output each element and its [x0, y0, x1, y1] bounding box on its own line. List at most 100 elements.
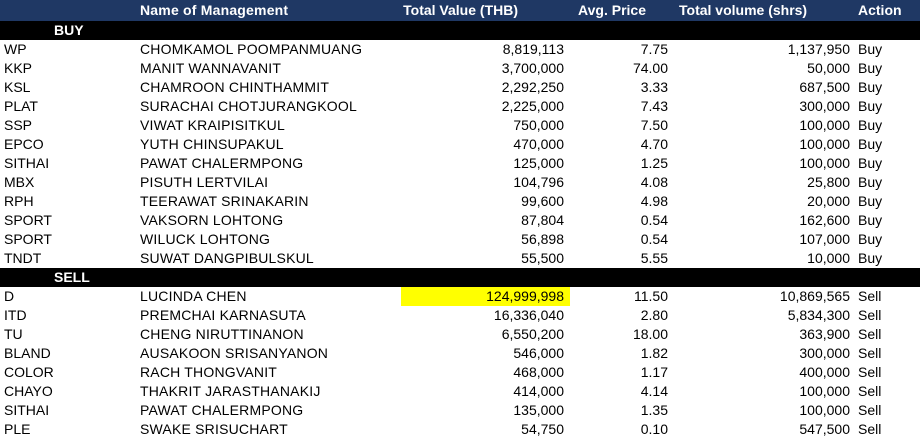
- header-total-value: Total Value (THB): [403, 2, 518, 18]
- cell-avg-price: 2.80: [640, 307, 668, 323]
- cell-total-value: 16,336,040: [493, 307, 564, 323]
- table-row: SPORT WILUCK LOHTONG 56,898 0.54 107,000 Buy: [0, 230, 920, 249]
- table-row: CHAYO THAKRIT JARASTHANAKIJ 414,000 4.14 100…: [0, 382, 920, 401]
- cell-action: Buy: [858, 212, 883, 228]
- cell-action: Buy: [858, 231, 883, 247]
- cell-action: Buy: [858, 79, 883, 95]
- cell-avg-price: 1.25: [640, 155, 668, 171]
- cell-total-value: 750,000: [513, 117, 564, 133]
- cell-total-value: 55,500: [521, 250, 564, 266]
- cell-total-volume: 100,000: [799, 117, 850, 133]
- table-row: EPCO YUTH CHINSUPAKUL 470,000 4.70 100,000 Bu…: [0, 135, 920, 154]
- cell-symbol: SSP: [4, 117, 33, 133]
- cell-action: Sell: [858, 288, 882, 304]
- sell-rows: D LUCINDA CHEN 124,999,998 11.50 10,869,565 S…: [0, 287, 920, 439]
- cell-total-volume: 5,834,300: [787, 307, 850, 323]
- cell-avg-price: 1.35: [640, 402, 668, 418]
- table-row: RPH TEERAWAT SRINAKARIN 99,600 4.98 20,000 Bu…: [0, 192, 920, 211]
- cell-name: YUTH CHINSUPAKUL: [140, 136, 284, 152]
- table-row: SPORT VAKSORN LOHTONG 87,804 0.54 162,600 Buy: [0, 211, 920, 230]
- cell-total-volume: 300,000: [799, 98, 850, 114]
- cell-total-volume: 10,000: [807, 250, 850, 266]
- cell-total-value: 8,819,113: [502, 41, 564, 57]
- cell-symbol: COLOR: [4, 364, 54, 380]
- cell-name: CHAMROON CHINTHAMMIT: [140, 79, 330, 95]
- cell-total-volume: 107,000: [799, 231, 850, 247]
- section-sell-label: SELL: [54, 269, 90, 285]
- table-row: MBX PISUTH LERTVILAI 104,796 4.08 25,800 Buy: [0, 173, 920, 192]
- cell-avg-price: 0.54: [640, 231, 668, 247]
- cell-total-value: 546,000: [513, 345, 564, 361]
- cell-name: THAKRIT JARASTHANAKIJ: [140, 383, 321, 399]
- cell-total-value: 87,804: [521, 212, 564, 228]
- cell-total-value: 6,550,200: [501, 326, 564, 342]
- cell-total-volume: 50,000: [807, 60, 850, 76]
- table-row: TU CHENG NIRUTTINANON 6,550,200 18.00 363,90…: [0, 325, 920, 344]
- cell-total-volume: 363,900: [799, 326, 850, 342]
- buy-rows: WP CHOMKAMOL POOMPANMUANG 8,819,113 7.75 1,1…: [0, 40, 920, 268]
- cell-total-value: 54,750: [521, 421, 564, 437]
- cell-total-volume: 25,800: [807, 174, 850, 190]
- cell-name: TEERAWAT SRINAKARIN: [140, 193, 309, 209]
- cell-name: MANIT WANNAVANIT: [140, 60, 282, 76]
- table-row: WP CHOMKAMOL POOMPANMUANG 8,819,113 7.75 1,1…: [0, 40, 920, 59]
- cell-avg-price: 11.50: [634, 288, 668, 304]
- cell-symbol: SITHAI: [4, 402, 50, 418]
- cell-name: VAKSORN LOHTONG: [140, 212, 284, 228]
- table-row: PLAT SURACHAI CHOTJURANGKOOL 2,225,000 7.43…: [0, 97, 920, 116]
- cell-name: PREMCHAI KARNASUTA: [140, 307, 306, 323]
- cell-action: Buy: [858, 193, 883, 209]
- cell-total-volume: 162,600: [799, 212, 850, 228]
- cell-name: VIWAT KRAIPISITKUL: [140, 117, 285, 133]
- cell-total-value: 124,999,998: [486, 288, 564, 304]
- table-row: SITHAI PAWAT CHALERMPONG 125,000 1.25 100,00…: [0, 154, 920, 173]
- header-avg-price: Avg. Price: [578, 2, 646, 18]
- cell-action: Sell: [858, 345, 882, 361]
- cell-avg-price: 1.82: [640, 345, 668, 361]
- header-total-volume: Total volume (shrs): [679, 2, 808, 18]
- cell-avg-price: 4.14: [640, 383, 668, 399]
- cell-name: CHOMKAMOL POOMPANMUANG: [140, 41, 363, 57]
- cell-action: Buy: [858, 98, 883, 114]
- cell-name: PAWAT CHALERMPONG: [140, 402, 304, 418]
- cell-symbol: WP: [4, 41, 27, 57]
- cell-name: PAWAT CHALERMPONG: [140, 155, 304, 171]
- header-name: Name of Management: [140, 2, 289, 18]
- cell-total-volume: 100,000: [799, 155, 850, 171]
- cell-total-value: 2,292,250: [501, 79, 564, 95]
- cell-avg-price: 4.98: [640, 193, 668, 209]
- cell-symbol: ITD: [4, 307, 27, 323]
- cell-action: Sell: [858, 326, 882, 342]
- cell-symbol: EPCO: [4, 136, 44, 152]
- cell-avg-price: 5.55: [640, 250, 668, 266]
- cell-avg-price: 3.33: [640, 79, 668, 95]
- cell-name: RACH THONGVANIT: [140, 364, 278, 380]
- cell-action: Buy: [858, 155, 883, 171]
- cell-avg-price: 7.50: [640, 117, 668, 133]
- cell-action: Buy: [858, 60, 883, 76]
- cell-name: CHENG NIRUTTINANON: [140, 326, 304, 342]
- table-row: PLE SWAKE SRISUCHART 54,750 0.10 547,500 Sell: [0, 420, 920, 439]
- cell-action: Buy: [858, 41, 883, 57]
- cell-avg-price: 74.00: [632, 60, 668, 76]
- cell-symbol: PLE: [4, 421, 31, 437]
- cell-avg-price: 18.00: [632, 326, 668, 342]
- cell-total-value: 56,898: [521, 231, 564, 247]
- table-row: D LUCINDA CHEN 124,999,998 11.50 10,869,565 S…: [0, 287, 920, 306]
- cell-total-volume: 1,137,950: [787, 41, 850, 57]
- cell-total-value: 135,000: [513, 402, 564, 418]
- cell-total-value: 468,000: [513, 364, 564, 380]
- cell-symbol: PLAT: [4, 98, 38, 114]
- cell-action: Sell: [858, 307, 882, 323]
- cell-total-volume: 400,000: [799, 364, 850, 380]
- header-action: Action: [858, 2, 902, 18]
- cell-total-volume: 10,869,565: [779, 288, 850, 304]
- table-row: SSP VIWAT KRAIPISITKUL 750,000 7.50 100,000 B…: [0, 116, 920, 135]
- cell-name: PISUTH LERTVILAI: [140, 174, 269, 190]
- cell-avg-price: 0.54: [640, 212, 668, 228]
- cell-symbol: KSL: [4, 79, 31, 95]
- cell-avg-price: 7.75: [640, 41, 668, 57]
- cell-total-value: 470,000: [513, 136, 564, 152]
- cell-total-volume: 687,500: [799, 79, 850, 95]
